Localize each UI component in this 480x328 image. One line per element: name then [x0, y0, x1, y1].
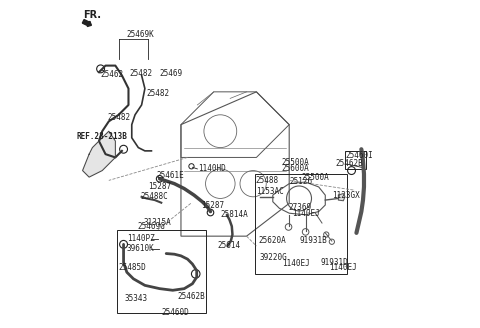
Text: 25482: 25482	[146, 89, 169, 98]
Text: 25461E: 25461E	[156, 171, 184, 180]
Text: 1140EJ: 1140EJ	[292, 209, 320, 218]
Text: 25462B: 25462B	[336, 158, 363, 168]
Text: 25620A: 25620A	[258, 236, 286, 245]
Text: 25488: 25488	[256, 176, 279, 185]
Text: 25462B: 25462B	[178, 292, 205, 301]
Text: 25462: 25462	[100, 70, 123, 79]
Text: 31315A: 31315A	[143, 217, 171, 227]
Text: 1153AC: 1153AC	[256, 187, 284, 196]
Text: 25500A: 25500A	[281, 158, 309, 167]
Polygon shape	[338, 194, 345, 201]
Text: 25126: 25126	[290, 177, 313, 186]
Text: 1140EJ: 1140EJ	[329, 263, 357, 272]
Text: 25460I: 25460I	[346, 151, 373, 160]
Text: 25460D: 25460D	[161, 308, 189, 317]
Text: 35343: 35343	[124, 294, 148, 303]
FancyArrow shape	[83, 20, 91, 27]
Text: 25469: 25469	[160, 69, 183, 78]
Text: 25614: 25614	[217, 241, 240, 251]
Text: 39220G: 39220G	[259, 253, 287, 262]
Text: 25469K: 25469K	[127, 30, 155, 39]
Text: 91931B: 91931B	[299, 236, 327, 245]
Text: FR.: FR.	[83, 10, 101, 20]
Bar	[117, 230, 205, 313]
Text: 1140PZ: 1140PZ	[127, 234, 155, 243]
Text: 27369: 27369	[288, 203, 312, 212]
Text: 1140EJ: 1140EJ	[282, 259, 310, 268]
Text: 91931D: 91931D	[320, 258, 348, 267]
Bar	[255, 174, 347, 274]
Text: 25469G: 25469G	[137, 222, 165, 232]
Text: 25500A: 25500A	[301, 173, 329, 182]
Text: 25600A: 25600A	[281, 164, 309, 173]
Text: 25482: 25482	[107, 113, 130, 122]
Text: 1140HD: 1140HD	[198, 164, 226, 173]
Text: 39610K: 39610K	[127, 244, 155, 253]
Text: REF.28-213B: REF.28-213B	[77, 132, 128, 141]
Text: 15287: 15287	[148, 182, 171, 191]
Bar	[345, 151, 366, 169]
Text: 15287: 15287	[201, 201, 224, 210]
Text: 1123GX: 1123GX	[333, 191, 360, 200]
Polygon shape	[83, 131, 115, 177]
Text: 25482: 25482	[129, 69, 152, 78]
Text: 25488C: 25488C	[140, 192, 168, 201]
Text: 25485D: 25485D	[118, 263, 146, 273]
Text: 25814A: 25814A	[220, 210, 248, 219]
